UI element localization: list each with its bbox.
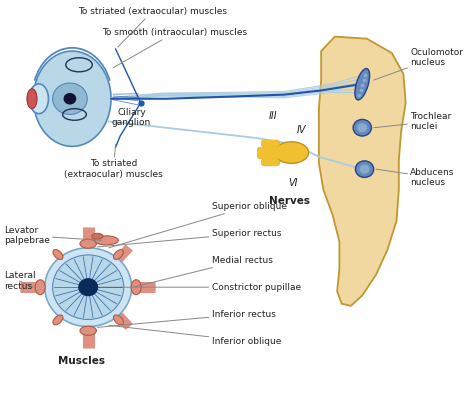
- Text: Muscles: Muscles: [58, 356, 105, 366]
- Text: Oculomotor
nucleus: Oculomotor nucleus: [374, 48, 463, 80]
- Ellipse shape: [131, 280, 141, 295]
- Text: To striated
(extraocular) muscles: To striated (extraocular) muscles: [64, 144, 163, 179]
- Text: Ciliary
ganglion: Ciliary ganglion: [112, 103, 151, 127]
- Text: Medial rectus: Medial rectus: [133, 256, 273, 287]
- Text: Lateral
rectus: Lateral rectus: [4, 271, 35, 291]
- Text: Inferior rectus: Inferior rectus: [97, 310, 275, 327]
- Text: To smooth (intraocular) muscles: To smooth (intraocular) muscles: [102, 28, 247, 68]
- Circle shape: [53, 83, 87, 115]
- Ellipse shape: [355, 68, 370, 100]
- Ellipse shape: [80, 326, 96, 335]
- Ellipse shape: [80, 239, 96, 248]
- Text: IV: IV: [297, 125, 307, 135]
- Text: Abducens
nucleus: Abducens nucleus: [376, 168, 455, 187]
- Text: Superior rectus: Superior rectus: [97, 229, 281, 247]
- Circle shape: [78, 278, 98, 296]
- Ellipse shape: [95, 236, 118, 245]
- Ellipse shape: [274, 142, 309, 163]
- Ellipse shape: [91, 234, 103, 239]
- Ellipse shape: [27, 89, 37, 109]
- Circle shape: [356, 161, 374, 177]
- Text: Superior oblique: Superior oblique: [109, 202, 286, 248]
- Circle shape: [45, 248, 132, 327]
- Text: To striated (extraocular) muscles: To striated (extraocular) muscles: [78, 7, 227, 47]
- Text: Trochlear
nuclei: Trochlear nuclei: [374, 112, 451, 131]
- Ellipse shape: [29, 84, 48, 114]
- Text: Inferior oblique: Inferior oblique: [109, 325, 281, 346]
- Ellipse shape: [113, 250, 123, 259]
- Text: Nerves: Nerves: [269, 196, 310, 206]
- Text: VI: VI: [288, 178, 298, 188]
- Circle shape: [53, 255, 124, 319]
- Circle shape: [359, 165, 370, 174]
- Circle shape: [357, 123, 367, 132]
- Circle shape: [353, 119, 372, 136]
- Text: III: III: [269, 111, 277, 121]
- Ellipse shape: [113, 315, 123, 325]
- Ellipse shape: [53, 315, 63, 325]
- Ellipse shape: [33, 51, 111, 146]
- Text: Levator
palpebrae: Levator palpebrae: [4, 226, 102, 245]
- Circle shape: [64, 93, 76, 105]
- Polygon shape: [319, 37, 406, 306]
- Ellipse shape: [53, 250, 63, 259]
- Text: Constrictor pupillae: Constrictor pupillae: [97, 283, 301, 292]
- Ellipse shape: [35, 280, 45, 295]
